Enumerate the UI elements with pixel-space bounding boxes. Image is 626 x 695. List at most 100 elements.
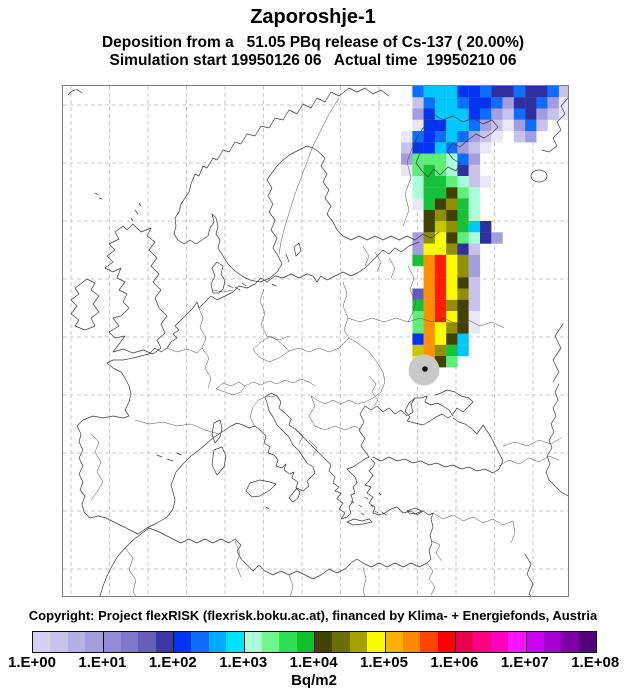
plume-cell (468, 254, 481, 267)
plume-cell (434, 198, 447, 210)
page-title: Zaporoshje-1 (250, 6, 376, 28)
plume-cell (502, 86, 514, 98)
colorbar-cell (173, 632, 192, 652)
colorbar-cell (508, 632, 526, 652)
europe-map (62, 85, 569, 597)
colorbar-cell (85, 632, 103, 652)
plume-cell (434, 266, 447, 278)
plume-cell (423, 277, 435, 289)
plume-cell (423, 266, 435, 278)
plume-cell (423, 288, 435, 300)
plume-cell (502, 97, 514, 109)
plume-cell (412, 142, 424, 154)
plume-cell (446, 333, 458, 345)
colorbar-cell (473, 632, 491, 652)
plume-cell (457, 288, 469, 300)
colorbar-cell (314, 632, 333, 652)
colorbar-tick-label: 1.E+00 (8, 654, 56, 671)
plume-cell (412, 131, 424, 143)
plume-cell (423, 333, 435, 345)
plume-cell (457, 131, 469, 143)
plume-cell (480, 221, 492, 233)
plume-cell (423, 97, 435, 109)
colorbar-cell (349, 632, 368, 652)
plume-cell (446, 153, 458, 165)
plume-cell (457, 221, 469, 233)
plume-cell (412, 153, 424, 165)
plume-cell (480, 108, 492, 120)
plume-cell (457, 209, 469, 222)
plume-cell (446, 322, 458, 334)
plume-cell (468, 131, 481, 143)
plume-cell (434, 288, 447, 300)
colorbar-tick-label: 1.E+08 (571, 654, 620, 671)
plume-cell (434, 142, 447, 154)
plume-cell (423, 254, 435, 267)
plume-cell (457, 311, 469, 323)
plume-cell (457, 164, 469, 177)
plume-cell (412, 97, 424, 109)
plume-cell (446, 119, 458, 132)
colorbar-cell (155, 632, 173, 652)
colorbar-tick-label: 1.E+06 (430, 654, 479, 671)
subtitle-release: Deposition from a 51.05 PBq release of C… (101, 34, 525, 51)
plume-cell (446, 277, 458, 289)
plume-cell (412, 344, 424, 357)
plume-cell (446, 288, 458, 300)
plume-cell (412, 254, 424, 267)
plume-cell (457, 108, 469, 120)
colorbar-tick-label: 1.E+01 (78, 654, 127, 671)
plume-cell (446, 299, 458, 312)
plume-cell (423, 221, 435, 233)
plume-cell (401, 131, 413, 143)
plume-cell (491, 97, 503, 109)
plume-cell (457, 344, 469, 357)
plume-cell (412, 311, 424, 323)
plume-cell (468, 322, 481, 334)
plume-cell (480, 142, 492, 154)
colorbar-cell (226, 632, 244, 652)
plume-cell (401, 153, 413, 165)
plume-cell (513, 86, 526, 98)
plume-cell (457, 277, 469, 289)
plume-cell (434, 97, 447, 109)
plume-cell (446, 266, 458, 278)
colorbar-cell (243, 632, 262, 652)
plume-cell (457, 243, 469, 255)
plume-cell (536, 119, 548, 132)
plume-cell (457, 266, 469, 278)
plume-cell (457, 86, 469, 98)
plume-cell (468, 176, 481, 188)
plume-cell (446, 97, 458, 109)
plume-cell (423, 243, 435, 255)
plume-cell (547, 86, 559, 98)
plume-cell (434, 131, 447, 143)
plume-cell (457, 254, 469, 267)
deposition-plume (401, 86, 568, 368)
plume-cell (457, 299, 469, 312)
plume-cell (468, 119, 481, 132)
plume-cell (412, 288, 424, 300)
plume-cell (468, 164, 481, 177)
plume-cell (468, 108, 481, 120)
plume-cell (423, 187, 435, 199)
plume-cell (412, 86, 424, 98)
colorbar-cell (578, 632, 596, 652)
colorbar-cell (296, 632, 314, 652)
plume-cell (434, 119, 447, 132)
plume-cell (434, 344, 447, 357)
plume-cell (446, 311, 458, 323)
plume-cell (446, 243, 458, 255)
plume-cell (434, 164, 447, 177)
plume-cell (412, 176, 424, 188)
coastlines (67, 87, 568, 596)
plume-cell (525, 86, 537, 98)
plume-cell (446, 131, 458, 143)
plume-cell (434, 153, 447, 165)
colorbar-tick-label: 1.E+02 (148, 654, 197, 671)
plume-cell (525, 131, 537, 143)
plume-cell (502, 108, 514, 120)
plume-cell (446, 356, 458, 368)
country-borders (90, 97, 562, 596)
plume-cell (446, 187, 458, 199)
